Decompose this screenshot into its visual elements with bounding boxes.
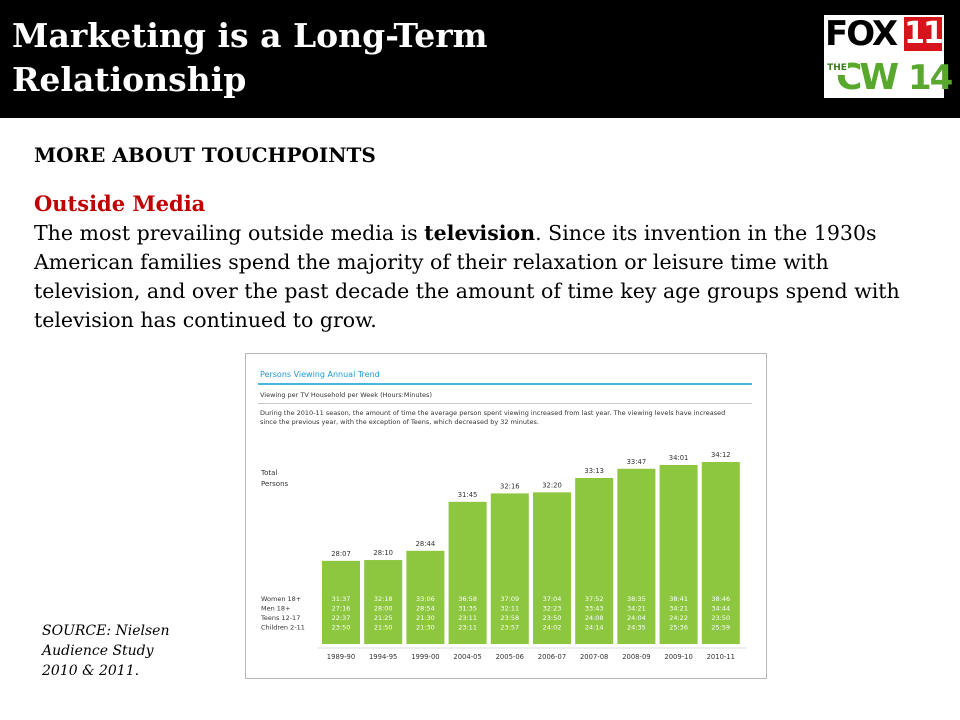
- chart-bar: [701, 462, 740, 644]
- series-value-label: 31:35: [458, 605, 477, 613]
- series-value-label: 32:11: [500, 605, 519, 613]
- source-note: SOURCE: Nielsen Audience Study 2010 & 20…: [42, 623, 170, 679]
- chart-bar: [575, 477, 614, 644]
- figure-subtitle-rule: [258, 403, 752, 404]
- slide-title: Marketing is a Long-Term Relationship: [12, 16, 488, 99]
- series-value-label: 25:36: [669, 624, 688, 632]
- x-tick-label: 2004-05: [453, 653, 481, 661]
- series-value-label: 24:08: [585, 614, 604, 622]
- series-value-label: 23:50: [543, 614, 562, 622]
- series-value-label: 34:21: [669, 605, 688, 613]
- fox-logo-text: FOX: [825, 14, 898, 54]
- total-value-label: 32:20: [542, 481, 562, 489]
- fox-logo-number: 11: [904, 16, 944, 51]
- total-value-label: 32:16: [500, 482, 520, 490]
- total-persons-label: Total: [260, 469, 277, 477]
- series-value-label: 21:30: [416, 614, 435, 622]
- figure-note: During the 2010-11 season, the amount of…: [260, 409, 726, 426]
- series-value-label: 23:11: [458, 614, 477, 622]
- body-paragraph: The most prevailing outside media is tel…: [34, 219, 924, 335]
- total-persons-label: Persons: [261, 480, 289, 488]
- series-value-label: 24:14: [585, 624, 604, 632]
- bar-chart: Total Persons Women 18+ Men 18+Teens 12-17 C…: [260, 451, 746, 661]
- series-value-label: 27:16: [332, 605, 351, 613]
- series-value-label: 34:21: [627, 605, 646, 613]
- series-value-label: 23:50: [711, 614, 730, 622]
- series-value-label: 23:57: [500, 624, 519, 632]
- body-text-start: The most prevailing outside media is: [34, 221, 425, 245]
- series-value-label: 38:35: [627, 595, 646, 603]
- series-value-label: 24:22: [669, 614, 688, 622]
- series-value-label: 23:58: [500, 614, 519, 622]
- figure-title-rule: [258, 383, 752, 385]
- x-tick-label: 2006-07: [538, 653, 566, 661]
- chart-bar: [533, 492, 571, 644]
- series-value-label: 21:30: [416, 624, 435, 632]
- total-value-label: 28:44: [416, 540, 436, 548]
- series-value-label: 36:58: [458, 595, 477, 603]
- total-value-label: 34:12: [711, 451, 731, 459]
- total-value-label: 33:13: [584, 467, 604, 475]
- cw-logo-number: 14: [908, 58, 953, 98]
- total-value-label: 31:45: [458, 491, 478, 499]
- series-value-label: 21:25: [374, 614, 393, 622]
- series-value-label: 31:37: [332, 595, 351, 603]
- figure-subtitle: Viewing per TV Household per Week (Hours…: [260, 391, 432, 399]
- station-logo: FOX 11 CW THE 14: [824, 14, 953, 98]
- group-label: Women 18+: [261, 595, 301, 603]
- group-label: Teens 12-17: [260, 614, 300, 622]
- series-value-label: 37:04: [543, 595, 562, 603]
- group-label: Men 18+: [261, 605, 291, 613]
- series-value-label: 32:18: [374, 595, 393, 603]
- series-value-label: 22:37: [332, 614, 351, 622]
- series-value-label: 28:54: [416, 605, 435, 613]
- series-value-label: 25:59: [711, 624, 730, 632]
- x-tick-label: 1999-00: [411, 653, 439, 661]
- chart-bar: [659, 464, 698, 644]
- series-value-label: 23:11: [458, 624, 477, 632]
- x-tick-label: 1994-95: [369, 653, 397, 661]
- x-tick-label: 2010-11: [707, 653, 735, 661]
- chart-bar: [490, 493, 529, 644]
- group-label: Children 2-11: [261, 624, 305, 632]
- chart-bar: [448, 501, 487, 644]
- x-tick-label: 2005-06: [496, 653, 524, 661]
- x-tick-label: 2007-08: [580, 653, 608, 661]
- series-value-label: 24:02: [543, 624, 562, 632]
- body-text-bold: television: [424, 221, 536, 245]
- total-value-label: 28:07: [331, 550, 351, 558]
- body-text-end: . Since its invention in the 1930s Ameri…: [34, 221, 900, 332]
- series-value-label: 37:52: [585, 595, 604, 603]
- cw-logo-the: THE: [826, 61, 848, 75]
- series-value-label: 28:00: [374, 605, 393, 613]
- x-tick-label: 2008-09: [622, 653, 650, 661]
- series-value-label: 32:23: [543, 605, 562, 613]
- chart-bar: [617, 468, 656, 644]
- series-value-label: 21:50: [374, 624, 393, 632]
- series-value-label: 34:44: [711, 605, 730, 613]
- series-value-label: 38:41: [669, 595, 688, 603]
- series-value-label: 38:46: [711, 595, 730, 603]
- slide-header: Marketing is a Long-Term Relationship FO…: [0, 0, 960, 118]
- series-value-label: 23:50: [332, 624, 351, 632]
- total-value-label: 34:01: [669, 454, 689, 462]
- series-value-label: 24:35: [627, 624, 646, 632]
- chart-bar: [322, 560, 360, 644]
- nielsen-figure: Persons Viewing Annual Trend Viewing per…: [245, 353, 767, 679]
- chart-bar: [406, 550, 445, 644]
- figure-title: Persons Viewing Annual Trend: [260, 370, 380, 379]
- series-value-label: 24:04: [627, 614, 646, 622]
- total-value-label: 28:10: [373, 549, 393, 557]
- x-tick-label: 1989-90: [327, 653, 355, 661]
- series-value-label: 37:09: [500, 595, 519, 603]
- chart-bar: [364, 560, 403, 644]
- slide-subhead: MORE ABOUT TOUCHPOINTS: [34, 143, 376, 167]
- total-value-label: 33:47: [627, 458, 647, 466]
- series-value-label: 33:06: [416, 595, 435, 603]
- series-value-label: 33:43: [585, 605, 604, 613]
- x-tick-label: 2009-10: [664, 653, 692, 661]
- section-title: Outside Media: [34, 191, 206, 216]
